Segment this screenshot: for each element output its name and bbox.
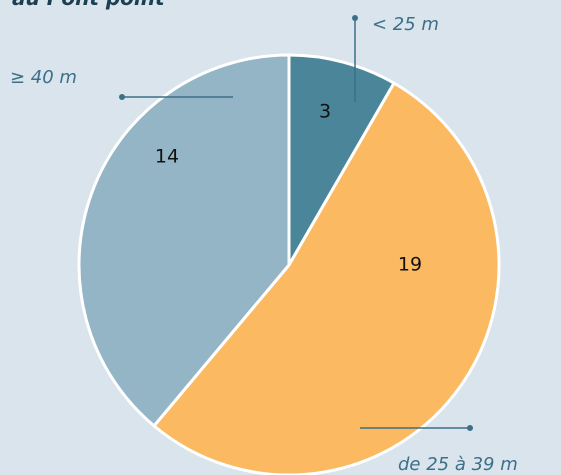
value-label: 3 (319, 101, 331, 123)
leader-dot (467, 425, 473, 431)
pie-slice (77, 53, 291, 428)
pie-slice (152, 81, 501, 475)
value-label: 14 (155, 146, 179, 168)
chart-title: au Pont point (12, 0, 166, 10)
value-label: 19 (398, 254, 422, 276)
leader-dot (352, 15, 358, 21)
category-label: de 25 à 39 m (398, 454, 518, 475)
category-label: < 25 m (372, 14, 439, 35)
category-label: ≥ 40 m (10, 67, 77, 88)
pie-slice (287, 53, 396, 267)
leader-dot (119, 94, 125, 100)
